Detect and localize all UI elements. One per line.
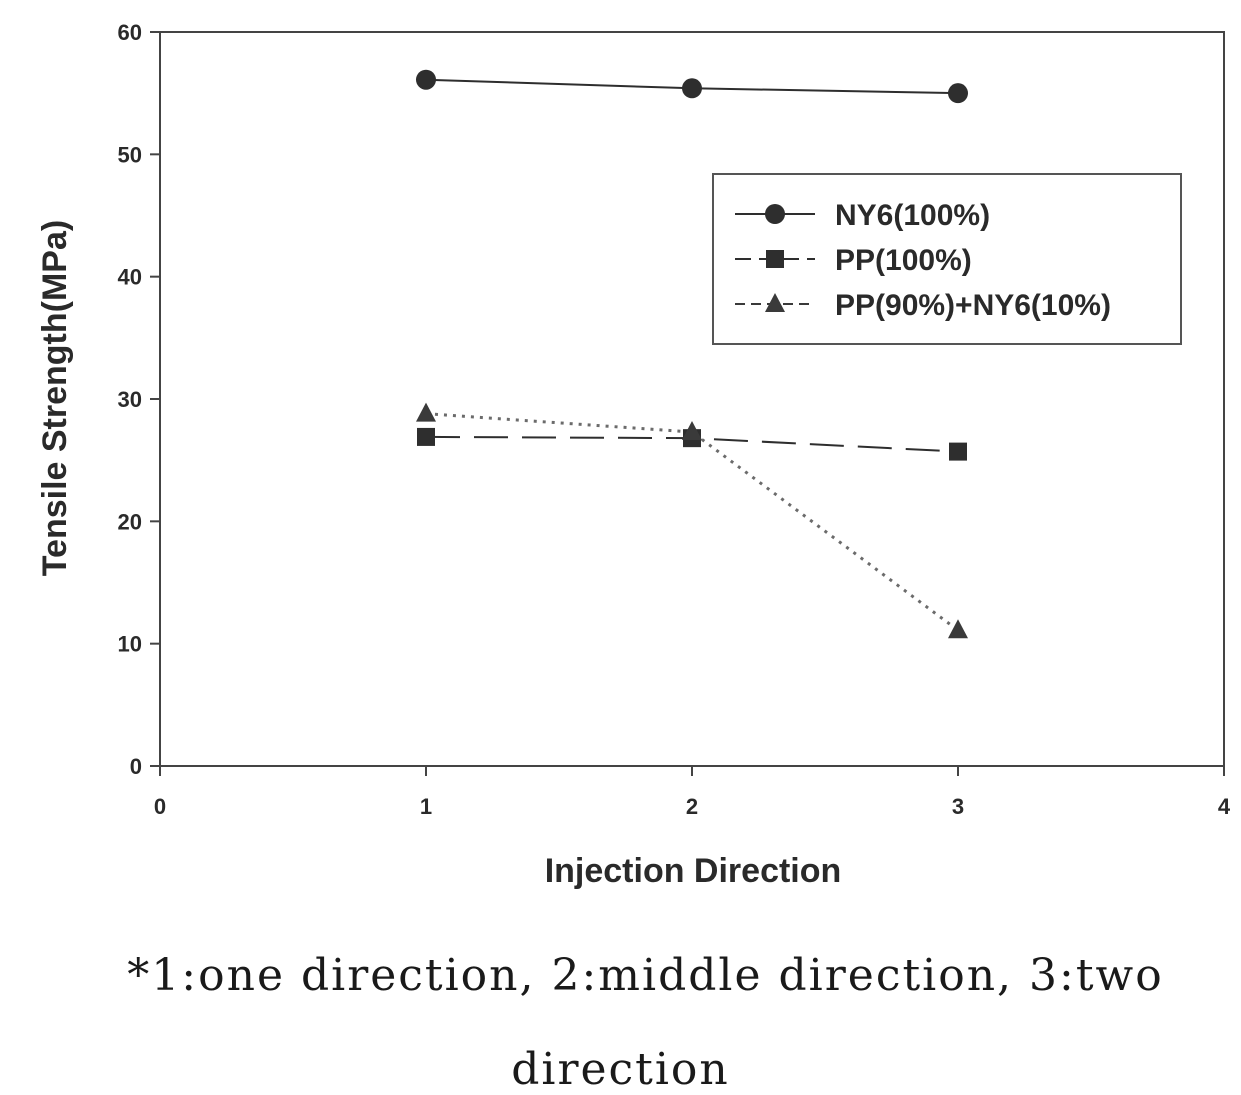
x-tick-label: 2 bbox=[686, 794, 698, 819]
y-tick-label: 40 bbox=[118, 265, 142, 290]
y-tick-label: 50 bbox=[118, 142, 142, 167]
legend: NY6(100%) PP(100%) PP(90%)+NY6(10%) bbox=[712, 173, 1182, 345]
y-tick-label: 20 bbox=[118, 509, 142, 534]
legend-marker bbox=[765, 293, 785, 312]
legend-marker bbox=[766, 250, 784, 268]
point-ny6-100 bbox=[416, 69, 436, 90]
legend-marker bbox=[765, 204, 785, 224]
point-ny6-100 bbox=[682, 78, 702, 99]
data-markers bbox=[416, 69, 968, 639]
plot-frame bbox=[159, 31, 1225, 767]
tensile-strength-chart: 0 10 20 30 40 50 60 0 1 2 3 4 Injection Direction T… bbox=[36, 20, 1231, 890]
point-pp-90-ny6-10 bbox=[682, 421, 702, 441]
legend-label: NY6(100%) bbox=[835, 199, 990, 232]
footnote-line-2: direction bbox=[511, 1044, 730, 1095]
y-tick-label: 30 bbox=[118, 387, 142, 412]
y-tick-label: 10 bbox=[118, 632, 142, 657]
y-tick-label: 60 bbox=[118, 20, 142, 45]
legend-label: PP(100%) bbox=[835, 244, 972, 277]
point-pp-90-ny6-10 bbox=[948, 619, 968, 639]
y-tick-label: 0 bbox=[130, 754, 142, 779]
point-pp-100 bbox=[417, 427, 435, 446]
x-tick-label: 3 bbox=[952, 794, 964, 819]
series-line-pp-90-ny6-10 bbox=[425, 412, 959, 632]
axes: 0 10 20 30 40 50 60 0 1 2 3 4 bbox=[118, 20, 1231, 819]
footnote-line-1: *1:one direction, 2:middle direction, 3:… bbox=[127, 950, 1164, 1001]
point-ny6-100 bbox=[948, 83, 968, 104]
point-pp-100 bbox=[949, 442, 967, 461]
legend-label: PP(90%)+NY6(10%) bbox=[835, 289, 1111, 322]
y-axis-label: Tensile Strength(MPa) bbox=[36, 220, 74, 576]
series-lines bbox=[425, 78, 959, 632]
point-pp-90-ny6-10 bbox=[416, 402, 436, 422]
x-tick-label: 4 bbox=[1218, 794, 1231, 819]
x-tick-label: 1 bbox=[420, 794, 432, 819]
x-tick-label: 0 bbox=[154, 794, 166, 819]
x-axis-label: Injection Direction bbox=[545, 852, 842, 890]
